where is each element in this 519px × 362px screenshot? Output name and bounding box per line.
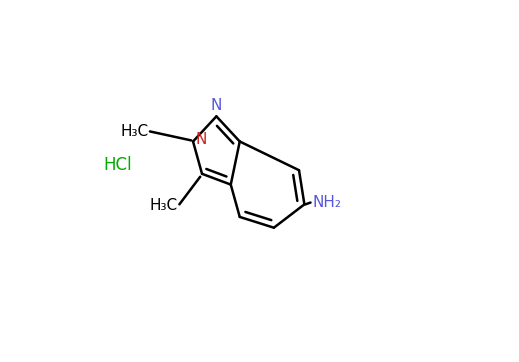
Text: N: N	[211, 98, 222, 113]
Text: NH₂: NH₂	[312, 195, 342, 210]
Text: H₃C: H₃C	[120, 124, 148, 139]
Text: H₃C: H₃C	[149, 198, 177, 213]
Text: HCl: HCl	[103, 156, 132, 174]
Text: N: N	[196, 132, 207, 147]
